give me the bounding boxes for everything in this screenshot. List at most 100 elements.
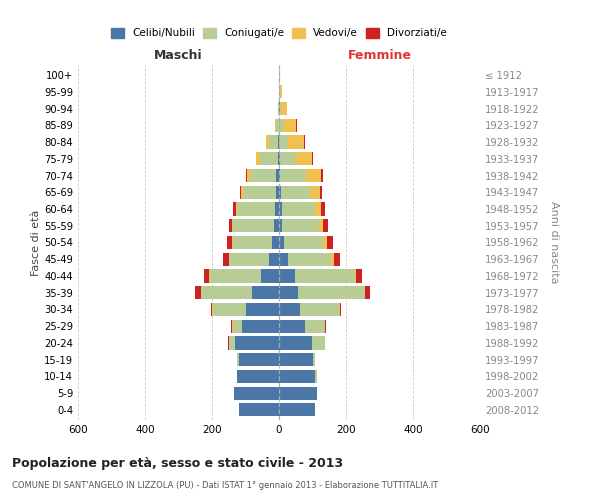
Text: Maschi: Maschi: [154, 50, 203, 62]
Bar: [278, 152, 279, 166]
Bar: [355, 270, 356, 282]
Bar: [200, 286, 201, 300]
Bar: [279, 219, 283, 232]
Bar: [247, 169, 250, 182]
Bar: [237, 370, 279, 383]
Bar: [279, 252, 289, 266]
Bar: [279, 236, 284, 249]
Bar: [279, 186, 281, 199]
Bar: [307, 169, 320, 182]
Bar: [279, 270, 295, 282]
Bar: [223, 252, 229, 266]
Bar: [212, 303, 245, 316]
Bar: [250, 169, 277, 182]
Bar: [279, 370, 315, 383]
Bar: [320, 169, 323, 182]
Bar: [232, 219, 233, 232]
Bar: [323, 219, 328, 232]
Y-axis label: Fasce di età: Fasce di età: [31, 210, 41, 276]
Bar: [275, 186, 279, 199]
Bar: [242, 320, 279, 333]
Bar: [312, 336, 325, 349]
Bar: [279, 353, 313, 366]
Bar: [239, 353, 279, 366]
Bar: [280, 169, 307, 182]
Bar: [279, 68, 280, 82]
Bar: [284, 119, 296, 132]
Bar: [279, 320, 305, 333]
Bar: [296, 119, 297, 132]
Bar: [278, 102, 279, 115]
Bar: [326, 236, 332, 249]
Bar: [281, 202, 314, 215]
Bar: [315, 370, 317, 383]
Bar: [279, 202, 281, 215]
Bar: [279, 136, 289, 148]
Bar: [233, 219, 274, 232]
Bar: [356, 270, 362, 282]
Bar: [300, 303, 340, 316]
Bar: [279, 386, 317, 400]
Bar: [269, 136, 278, 148]
Bar: [289, 252, 331, 266]
Bar: [278, 136, 279, 148]
Bar: [305, 320, 325, 333]
Bar: [260, 270, 279, 282]
Bar: [275, 119, 277, 132]
Bar: [280, 152, 296, 166]
Text: Popolazione per età, sesso e stato civile - 2013: Popolazione per età, sesso e stato civil…: [12, 458, 343, 470]
Bar: [201, 286, 252, 300]
Bar: [296, 152, 312, 166]
Bar: [266, 136, 269, 148]
Bar: [203, 270, 209, 282]
Bar: [279, 119, 284, 132]
Bar: [320, 186, 322, 199]
Bar: [228, 336, 229, 349]
Bar: [279, 86, 280, 98]
Bar: [284, 236, 323, 249]
Text: COMUNE DI SANT'ANGELO IN LIZZOLA (PU) - Dati ISTAT 1° gennaio 2013 - Elaborazion: COMUNE DI SANT'ANGELO IN LIZZOLA (PU) - …: [12, 481, 438, 490]
Bar: [279, 303, 300, 316]
Bar: [229, 336, 235, 349]
Bar: [279, 169, 280, 182]
Bar: [275, 202, 279, 215]
Bar: [280, 102, 281, 115]
Bar: [279, 404, 315, 416]
Bar: [283, 219, 319, 232]
Bar: [295, 270, 355, 282]
Bar: [365, 286, 370, 300]
Bar: [323, 236, 326, 249]
Bar: [310, 186, 320, 199]
Bar: [238, 202, 275, 215]
Bar: [272, 236, 279, 249]
Bar: [245, 169, 247, 182]
Bar: [227, 236, 232, 249]
Bar: [277, 169, 279, 182]
Bar: [269, 252, 279, 266]
Bar: [325, 320, 326, 333]
Bar: [233, 202, 236, 215]
Bar: [274, 219, 279, 232]
Bar: [245, 303, 279, 316]
Bar: [232, 320, 233, 333]
Bar: [209, 270, 260, 282]
Bar: [340, 303, 341, 316]
Bar: [232, 236, 233, 249]
Bar: [331, 252, 334, 266]
Bar: [260, 152, 278, 166]
Bar: [233, 236, 272, 249]
Bar: [236, 202, 238, 215]
Bar: [243, 186, 275, 199]
Bar: [281, 102, 287, 115]
Bar: [234, 386, 279, 400]
Bar: [289, 136, 304, 148]
Bar: [235, 336, 279, 349]
Bar: [241, 186, 243, 199]
Y-axis label: Anni di nascita: Anni di nascita: [549, 201, 559, 284]
Bar: [280, 86, 283, 98]
Bar: [240, 186, 241, 199]
Legend: Celibi/Nubili, Coniugati/e, Vedovi/e, Divorziati/e: Celibi/Nubili, Coniugati/e, Vedovi/e, Di…: [107, 24, 451, 42]
Bar: [312, 152, 313, 166]
Bar: [229, 252, 269, 266]
Bar: [279, 102, 280, 115]
